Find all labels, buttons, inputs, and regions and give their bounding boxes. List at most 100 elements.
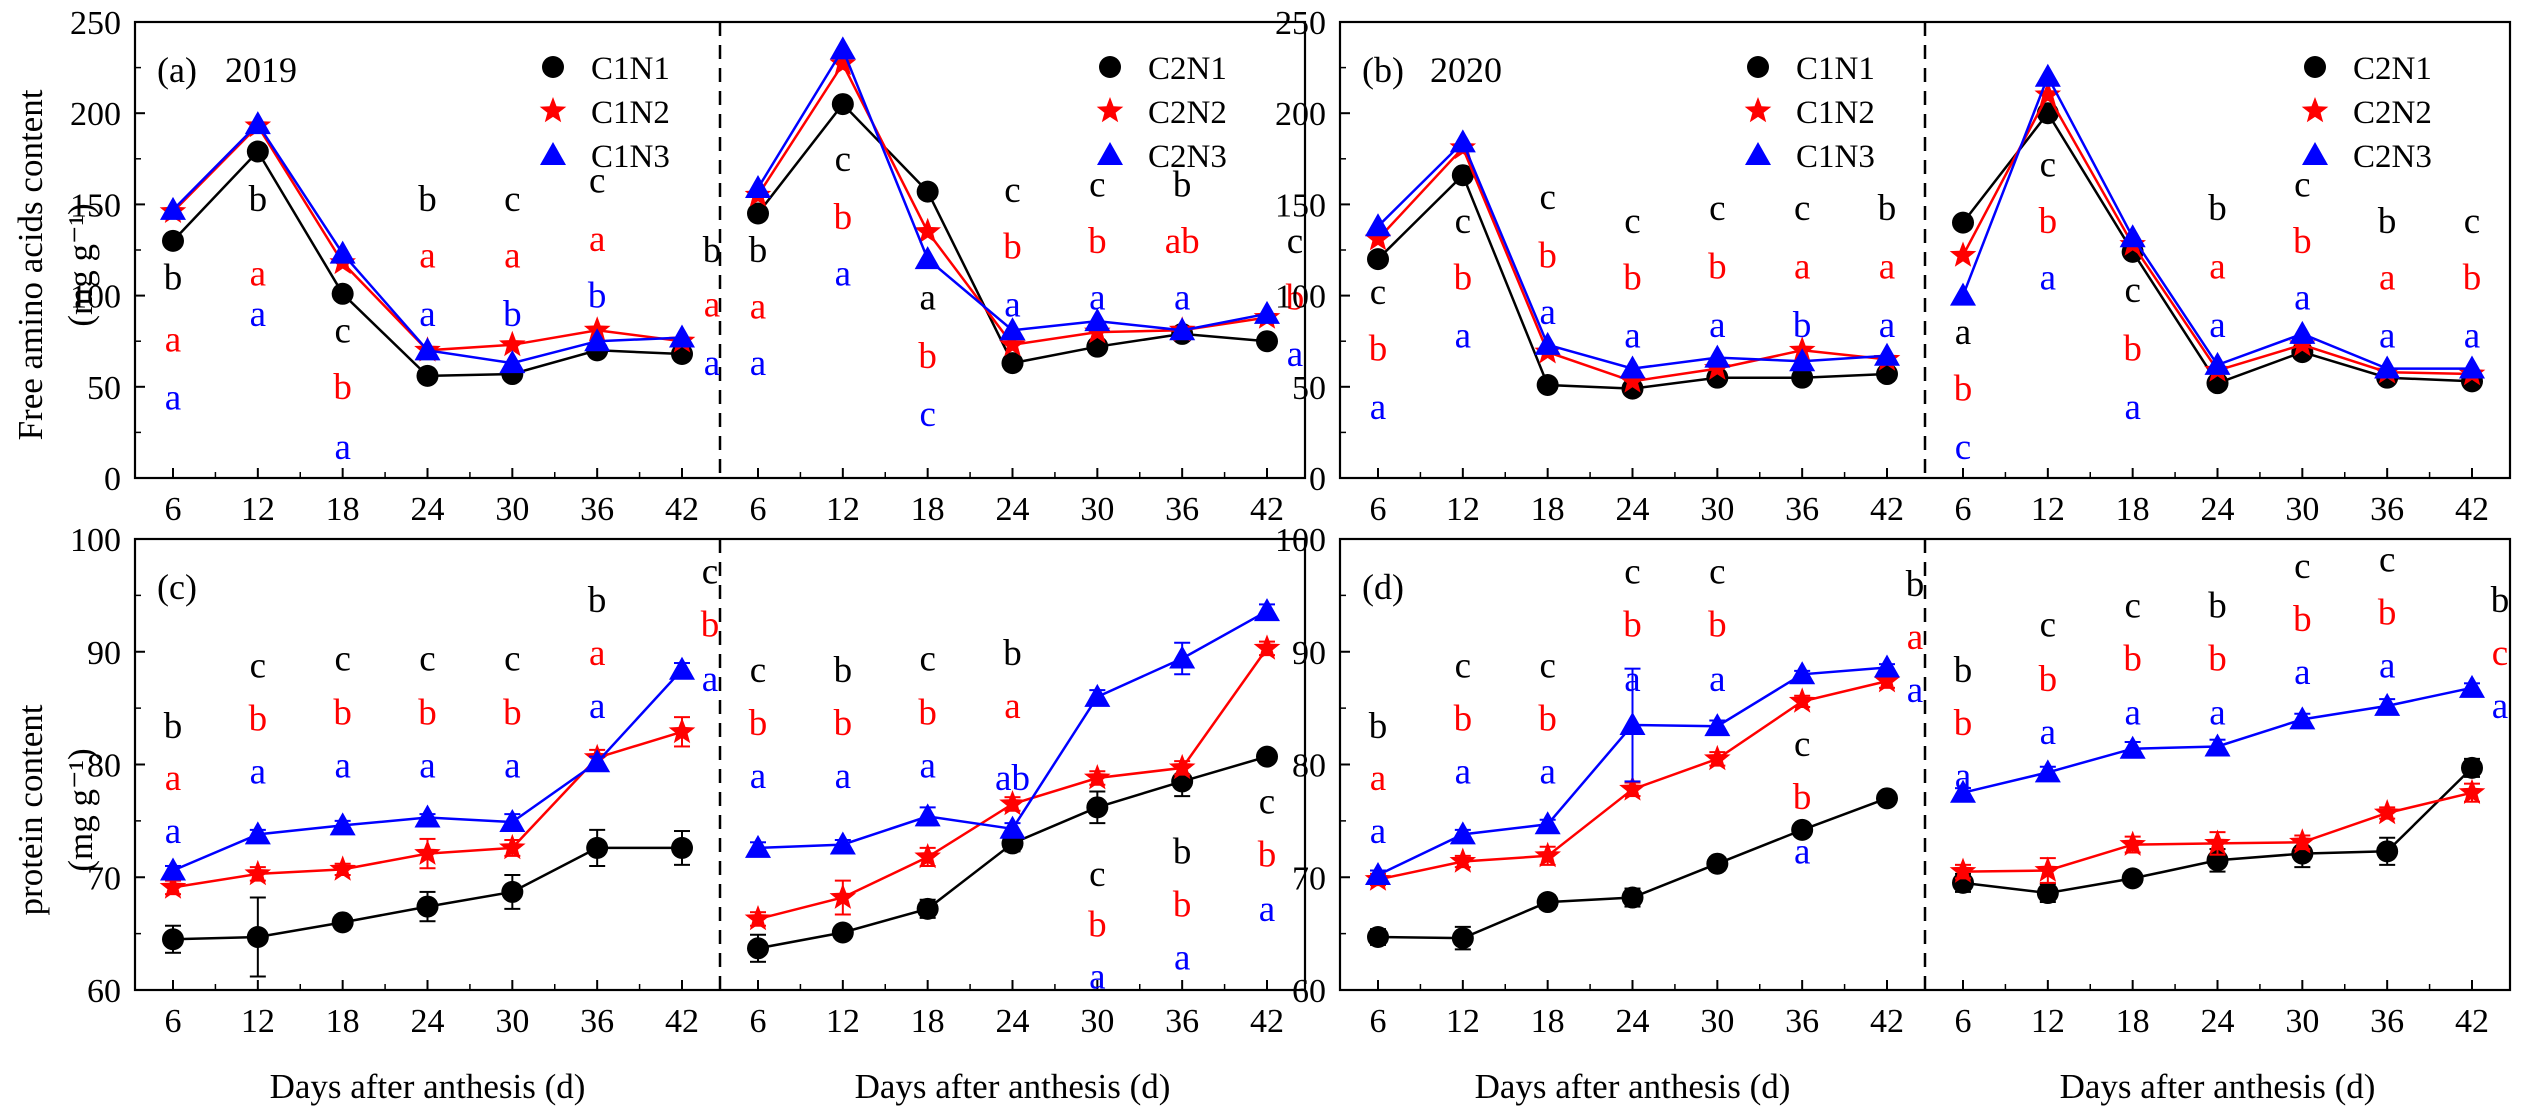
panel-c-sig-letter: a bbox=[589, 633, 605, 674]
panel-a-xtick-label: 6 bbox=[165, 491, 182, 528]
panel-a-point-C2N3 bbox=[1169, 317, 1196, 341]
panel-d-point-C1N1 bbox=[1451, 927, 1474, 950]
panel-a-sig-letter: b bbox=[249, 179, 268, 220]
panel-c-sig-letter: c bbox=[702, 552, 718, 593]
panel-c-point-C2N3 bbox=[999, 815, 1026, 839]
panel-a-sig-letter: ab bbox=[1165, 221, 1200, 262]
panel-c-point-C1N3 bbox=[669, 656, 695, 680]
panel-b-sig-letter: b bbox=[2378, 201, 2397, 242]
panel-a-sig-letter: c bbox=[504, 179, 520, 220]
panel-b-xtick-label: 30 bbox=[2285, 491, 2319, 528]
panel-c-sig-letter: c bbox=[504, 639, 520, 680]
panel-d-xtick-label: 36 bbox=[1785, 1003, 1819, 1040]
panel-a-ytick-label: 0 bbox=[104, 461, 121, 498]
panel-d-sig-letter: a bbox=[1455, 751, 1471, 792]
panel-c-sig-letter: a bbox=[702, 659, 718, 700]
panel-a-xtick-label: 12 bbox=[826, 491, 860, 528]
panel-d-sig-letter: a bbox=[2379, 645, 2395, 686]
panel-a-sig-letter: a bbox=[919, 277, 935, 318]
panel-d-xtick-label: 6 bbox=[1955, 1003, 1972, 1040]
panel-c-sig-letter: b bbox=[1173, 884, 1192, 925]
panel-c-sig-letter: a bbox=[1004, 686, 1020, 727]
panel-c-xlabel-1: Days after anthesis (d) bbox=[270, 1067, 586, 1106]
panel-a-point-C1N3 bbox=[244, 111, 271, 135]
panel-a-point-C2N1 bbox=[747, 202, 769, 225]
panel-c-sig-letter: b bbox=[333, 693, 352, 734]
panel-b-xtick-label: 6 bbox=[1955, 491, 1972, 528]
panel-c-sig-letter: b bbox=[834, 703, 853, 744]
panel-c-point-C2N2 bbox=[829, 883, 857, 909]
panel-b-frame bbox=[1338, 20, 2512, 480]
panel-d-sig-letter: b bbox=[1906, 564, 1925, 605]
panel-c-sig-letter: a bbox=[1089, 956, 1105, 997]
panel-c-point-C2N1 bbox=[1256, 745, 1278, 768]
panel-a-point-C2N2 bbox=[999, 330, 1026, 357]
panel-d-sig-letter: b bbox=[2378, 592, 2397, 633]
panel-d-point-C2N3 bbox=[2204, 733, 2231, 757]
panel-a-legend-marker-C2N1 bbox=[1099, 56, 1121, 78]
panel-c-sig-letter: a bbox=[250, 751, 266, 792]
panel-c-xtick-label: 42 bbox=[665, 1003, 699, 1040]
panel-d-point-C2N1 bbox=[2036, 882, 2059, 905]
panel-a-legend-marker-C2N3 bbox=[1097, 142, 1123, 165]
panel-d-xtick-label: 30 bbox=[2285, 1003, 2319, 1040]
panel-c-ytick-label: 90 bbox=[87, 635, 121, 672]
panel-d-sig-letter: b bbox=[1954, 650, 1973, 691]
panel-d-point-C1N3 bbox=[1704, 713, 1731, 737]
panel-c-sig-letter: c bbox=[750, 650, 766, 691]
panel-d-sig-letter: a bbox=[2209, 693, 2225, 734]
panel-c-point-C2N3 bbox=[829, 831, 856, 855]
panel-b-point-C1N1 bbox=[1876, 363, 1898, 386]
panel-d-point-C2N2 bbox=[2034, 856, 2062, 882]
panel-b-xtick-label: 24 bbox=[2201, 491, 2235, 528]
panel-c-sig-letter: b bbox=[701, 605, 720, 646]
panel-b-xtick-label: 18 bbox=[1531, 491, 1565, 528]
panel-a-sig-letter: b bbox=[588, 276, 607, 317]
panel-b-ytick-label: 0 bbox=[1309, 461, 1326, 498]
panel-d-sig-letter: b bbox=[2039, 659, 2058, 700]
panel-b-xtick-label: 30 bbox=[1700, 491, 1734, 528]
panel-b-sig-letter: a bbox=[2209, 305, 2225, 346]
panel-b-sig-letter: b bbox=[2123, 328, 2142, 369]
panel-d-xtick-label: 24 bbox=[1616, 1003, 1650, 1040]
panel-a-sig-letter: b bbox=[1173, 164, 1192, 205]
panel-a-year: 2019 bbox=[225, 50, 297, 90]
axes-layer bbox=[133, 20, 2512, 992]
panel-b-sig-letter: b bbox=[2463, 257, 2482, 298]
panel-d-sig-letter: c bbox=[1539, 645, 1555, 686]
panel-c-point-C1N1 bbox=[416, 895, 439, 918]
panel-a-sig-letter: a bbox=[250, 294, 266, 335]
panel-a-sig-letter: a bbox=[165, 378, 181, 419]
panel-c-point-C1N3 bbox=[329, 812, 356, 836]
panel-d-point-C2N2 bbox=[2289, 828, 2316, 854]
panel-b-sig-letter: b bbox=[1454, 257, 1473, 298]
panel-a-sig-letter: b bbox=[1088, 221, 1107, 262]
panel-b-point-C1N1 bbox=[1536, 373, 1559, 396]
panel-a-sig-letter: a bbox=[419, 235, 435, 276]
panel-d-ytick-label: 100 bbox=[1275, 522, 1326, 559]
panel-a-xtick-label: 30 bbox=[495, 491, 529, 528]
panel-a-point-C1N1 bbox=[416, 364, 439, 387]
panel-c-point-C2N2 bbox=[999, 790, 1026, 816]
panel-d-sig-letter: c bbox=[1709, 552, 1725, 593]
panel-a-label: (a) bbox=[157, 50, 197, 90]
panel-b-point-C2N2 bbox=[2034, 81, 2062, 107]
panel-b-sig-letter: a bbox=[1879, 246, 1895, 287]
panel-b-point-C1N1 bbox=[1367, 248, 1389, 271]
panel-a-sig-letter: c bbox=[589, 161, 605, 202]
panel-c-point-C2N3 bbox=[745, 834, 771, 858]
panel-a-sig-letter: b bbox=[834, 197, 853, 238]
panel-a-point-C2N1 bbox=[916, 180, 939, 203]
panel-c-ytick-label: 70 bbox=[87, 860, 121, 897]
panel-b-sig-letter: b bbox=[1793, 305, 1812, 346]
panel-a-legend-C2N1: C2N1 bbox=[1148, 51, 1227, 87]
panel-a-legend-marker-C2N2 bbox=[1096, 97, 1124, 123]
panel-a-sig-letter: a bbox=[835, 254, 851, 295]
panel-d-sig-letter: a bbox=[2294, 652, 2310, 693]
panel-a-sig-letter: a bbox=[1089, 277, 1105, 318]
panel-c-sig-letter: a bbox=[1259, 889, 1275, 930]
panel-c-sig-letter: b bbox=[588, 580, 607, 621]
panel-a-sig-letter: a bbox=[589, 219, 605, 260]
panel-d-sig-letter: a bbox=[1709, 659, 1725, 700]
panel-c-sig-letter: a bbox=[1174, 937, 1190, 978]
